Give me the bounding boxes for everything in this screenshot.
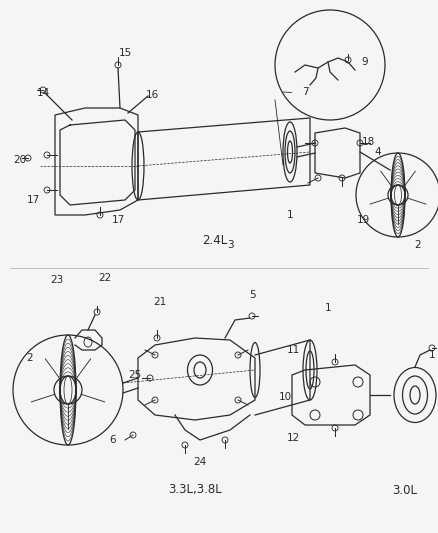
Text: 15: 15 <box>118 48 132 58</box>
Text: 2: 2 <box>415 240 421 250</box>
Text: 16: 16 <box>145 90 159 100</box>
Text: 24: 24 <box>193 457 207 467</box>
Text: 6: 6 <box>110 435 117 445</box>
Text: 4: 4 <box>374 147 381 157</box>
Text: 20: 20 <box>14 155 27 165</box>
Text: 2: 2 <box>27 353 33 363</box>
Text: 1: 1 <box>287 210 293 220</box>
Text: 18: 18 <box>361 137 374 147</box>
Text: 1: 1 <box>325 303 331 313</box>
Text: 17: 17 <box>26 195 39 205</box>
Text: 7: 7 <box>302 87 308 97</box>
Text: 12: 12 <box>286 433 300 443</box>
Text: 22: 22 <box>99 273 112 283</box>
Text: 9: 9 <box>362 57 368 67</box>
Text: 3.3L,3.8L: 3.3L,3.8L <box>168 483 222 497</box>
Text: 5: 5 <box>249 290 255 300</box>
Text: 11: 11 <box>286 345 300 355</box>
Text: 23: 23 <box>50 275 64 285</box>
Text: 1: 1 <box>429 350 435 360</box>
Text: 25: 25 <box>128 370 141 380</box>
Text: 3: 3 <box>227 240 233 250</box>
Text: 14: 14 <box>36 88 49 98</box>
Text: 19: 19 <box>357 215 370 225</box>
Text: 10: 10 <box>279 392 292 402</box>
Text: 21: 21 <box>153 297 166 307</box>
Text: 17: 17 <box>111 215 125 225</box>
Text: 3.0L: 3.0L <box>392 483 417 497</box>
Text: 2.4L: 2.4L <box>202 233 228 246</box>
